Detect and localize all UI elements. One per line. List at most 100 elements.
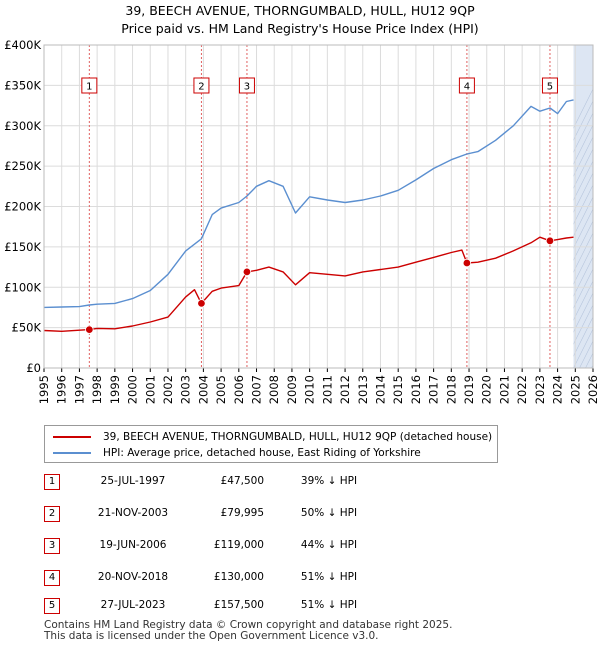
x-tick-label: 2002 bbox=[161, 375, 175, 404]
forecast-hatch bbox=[573, 304, 593, 345]
x-tick-label: 2014 bbox=[373, 375, 387, 404]
y-tick-label: £400K bbox=[4, 38, 41, 52]
forecast-hatch bbox=[573, 280, 593, 321]
axes-group: £0 £50K £100K £150K £200K £250K £300K £350K £400… bbox=[4, 38, 600, 404]
price-chart: 1 2 3 4 5 £0 £50K £100K £150K £200K £250K £300K £35… bbox=[4, 38, 600, 404]
sale-row: 1 25-JUL-1997 £47,500 39% ↓ HPI bbox=[44, 474, 464, 492]
legend-item-property: 39, BEECH AVENUE, THORNGUMBALD, HULL, HU… bbox=[53, 429, 492, 445]
y-tick-label: £200K bbox=[4, 200, 41, 214]
x-tick-label: 2010 bbox=[303, 375, 317, 404]
sale-label-box bbox=[81, 77, 98, 94]
x-tick-label: 2011 bbox=[320, 375, 334, 404]
x-tick-label: 1997 bbox=[72, 375, 86, 404]
x-tick-label: 2015 bbox=[391, 375, 405, 404]
legend-swatch-property bbox=[53, 436, 91, 438]
sale-row: 5 27-JUL-2023 £157,500 51% ↓ HPI bbox=[44, 598, 464, 616]
sale-number-badge: 2 bbox=[44, 506, 60, 522]
chart-title: 39, BEECH AVENUE, THORNGUMBALD, HULL, HU… bbox=[0, 2, 600, 38]
sale-date: 20-NOV-2018 bbox=[97, 571, 169, 583]
sale-number-badge: 5 bbox=[44, 598, 60, 614]
hpi-line bbox=[43, 99, 574, 309]
sale-point bbox=[197, 299, 206, 308]
forecast-hatch bbox=[573, 88, 593, 129]
x-tick-label: 2008 bbox=[267, 375, 281, 404]
x-tick-label: 2021 bbox=[497, 375, 511, 404]
sale-price: £130,000 bbox=[213, 571, 264, 583]
sale-number-labels: 1 2 3 4 5 bbox=[81, 77, 558, 94]
y-tick-label: £250K bbox=[4, 159, 41, 173]
x-tick-label: 2018 bbox=[444, 375, 458, 404]
sale-price: £119,000 bbox=[213, 539, 264, 551]
sale-hpi-diff: 50% ↓ HPI bbox=[300, 507, 358, 519]
forecast-hatch bbox=[573, 292, 593, 333]
sale-point bbox=[462, 258, 472, 268]
x-tick-label: 2007 bbox=[250, 375, 264, 404]
y-tick-label: £300K bbox=[4, 119, 41, 133]
y-tick-label: £0 bbox=[26, 361, 41, 375]
property-price-line bbox=[43, 236, 574, 332]
sale-label-number: 5 bbox=[547, 82, 553, 93]
sale-date: 19-JUN-2006 bbox=[99, 539, 167, 551]
sale-price: £47,500 bbox=[220, 475, 264, 487]
sale-row: 2 21-NOV-2003 £79,995 50% ↓ HPI bbox=[44, 506, 464, 524]
x-tick-label: 2005 bbox=[214, 375, 228, 404]
chart-title-line1: 39, BEECH AVENUE, THORNGUMBALD, HULL, HU… bbox=[125, 3, 475, 18]
sale-number-badge: 1 bbox=[44, 474, 60, 490]
sale-label-number: 4 bbox=[464, 82, 470, 93]
legend: 39, BEECH AVENUE, THORNGUMBALD, HULL, HU… bbox=[44, 425, 498, 463]
sale-label-number: 2 bbox=[198, 82, 204, 93]
sale-label-box bbox=[541, 77, 558, 94]
x-tick-label: 2016 bbox=[409, 375, 423, 404]
series-group bbox=[43, 99, 574, 332]
x-tick-label: 2020 bbox=[480, 375, 494, 404]
x-tick-label: 2025 bbox=[568, 375, 582, 404]
sale-number-badge: 4 bbox=[44, 570, 60, 586]
sale-number-badge: 3 bbox=[44, 538, 60, 554]
sale-row: 3 19-JUN-2006 £119,000 44% ↓ HPI bbox=[44, 538, 464, 556]
x-tick-label: 2009 bbox=[285, 375, 299, 404]
legend-label-hpi: HPI: Average price, detached house, East… bbox=[103, 447, 421, 459]
footer-copyright: Contains HM Land Registry data © Crown c… bbox=[44, 619, 453, 631]
x-tick-label: 2024 bbox=[551, 375, 565, 404]
x-tick-label: 2013 bbox=[356, 375, 370, 404]
sale-hpi-diff: 39% ↓ HPI bbox=[300, 475, 358, 487]
x-tick-label: 2017 bbox=[427, 375, 441, 404]
x-tick-label: 2023 bbox=[533, 375, 547, 404]
sale-label-box bbox=[193, 77, 210, 94]
sale-label-number: 3 bbox=[244, 82, 250, 93]
x-tick-label: 2000 bbox=[126, 375, 140, 404]
sale-hpi-diff: 51% ↓ HPI bbox=[300, 599, 358, 611]
footer-license: This data is licensed under the Open Gov… bbox=[44, 630, 379, 642]
x-tick-label: 1996 bbox=[55, 375, 69, 404]
sale-point bbox=[242, 267, 252, 277]
x-tick-label: 2022 bbox=[515, 375, 529, 404]
x-tick-label: 2012 bbox=[338, 375, 352, 404]
y-tick-label: £150K bbox=[4, 240, 41, 254]
sale-points bbox=[85, 236, 555, 334]
x-tick-label: 1998 bbox=[90, 375, 104, 404]
chart-title-line2: Price paid vs. HM Land Registry's House … bbox=[121, 21, 479, 36]
sale-label-box bbox=[238, 77, 255, 94]
sale-label-number: 1 bbox=[86, 82, 92, 93]
sale-point bbox=[85, 325, 94, 334]
x-tick-label: 2006 bbox=[232, 375, 246, 404]
sale-price: £157,500 bbox=[213, 599, 264, 611]
y-tick-label: £350K bbox=[4, 78, 41, 92]
sale-row: 4 20-NOV-2018 £130,000 51% ↓ HPI bbox=[44, 570, 464, 588]
sale-hpi-diff: 51% ↓ HPI bbox=[300, 571, 358, 583]
y-tick-label: £100K bbox=[4, 280, 41, 294]
sale-marker-lines bbox=[88, 45, 551, 368]
x-tick-label: 1995 bbox=[37, 375, 51, 404]
plot-frame bbox=[43, 44, 594, 369]
x-tick-label: 2004 bbox=[196, 375, 210, 404]
x-tick-label: 2026 bbox=[586, 375, 600, 404]
legend-label-property: 39, BEECH AVENUE, THORNGUMBALD, HULL, HU… bbox=[103, 431, 493, 443]
sale-date: 21-NOV-2003 bbox=[97, 507, 169, 519]
sale-price: £79,995 bbox=[220, 507, 264, 519]
legend-item-hpi: HPI: Average price, detached house, East… bbox=[53, 445, 421, 461]
grid-group bbox=[43, 44, 594, 369]
sale-hpi-diff: 44% ↓ HPI bbox=[300, 539, 358, 551]
sale-date: 27-JUL-2023 bbox=[100, 599, 166, 611]
sale-date: 25-JUL-1997 bbox=[100, 475, 166, 487]
x-tick-label: 2003 bbox=[179, 375, 193, 404]
